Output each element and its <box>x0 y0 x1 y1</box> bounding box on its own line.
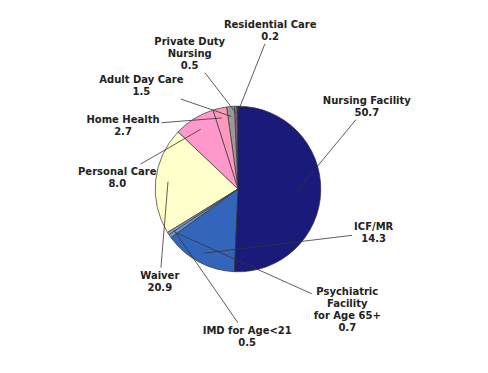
chart: Residential Care0.2Private DutyNursing0.… <box>0 0 488 373</box>
value-label: 2.7 <box>114 126 132 137</box>
leader-line <box>204 235 353 253</box>
leader-line <box>174 230 238 323</box>
slice-label: Waiver20.9 <box>140 270 179 293</box>
value-label: 0.5 <box>181 60 199 71</box>
slice-label: Private DutyNursing0.5 <box>154 36 225 71</box>
category-label: Waiver <box>140 270 179 281</box>
slice-label: IMD for Age<210.5 <box>203 325 292 348</box>
slice <box>234 106 320 272</box>
leader-line <box>161 182 168 268</box>
category-label: IMD for Age<21 <box>203 325 292 336</box>
value-label: 0.2 <box>261 31 279 42</box>
leader-lines <box>141 44 356 323</box>
category-label: Adult Day Care <box>99 74 183 85</box>
leader-line <box>238 44 265 113</box>
leader-line <box>205 73 236 113</box>
category-label: Personal Care <box>78 166 157 177</box>
value-label: 20.9 <box>147 282 172 293</box>
slice-label: Personal Care8.0 <box>78 166 157 189</box>
value-label: 0.7 <box>338 322 356 333</box>
slice-label: ICF/MR14.3 <box>354 221 393 244</box>
value-label: 50.7 <box>354 107 379 118</box>
pie <box>155 106 321 272</box>
slice-label: PsychiatricFacilityfor Age 65+0.7 <box>314 286 381 333</box>
value-label: 14.3 <box>361 233 386 244</box>
category-label: PsychiatricFacilityfor Age 65+ <box>314 286 381 321</box>
slice-label: Nursing Facility50.7 <box>323 95 412 118</box>
slice-label: Residential Care0.2 <box>224 19 317 42</box>
category-label: Private DutyNursing <box>154 36 225 59</box>
category-label: Home Health <box>86 114 159 125</box>
value-label: 1.5 <box>133 86 151 97</box>
leader-line <box>181 99 232 116</box>
labels: Residential Care0.2Private DutyNursing0.… <box>78 19 411 348</box>
value-label: 8.0 <box>108 178 126 189</box>
leader-line <box>298 120 356 191</box>
category-label: ICF/MR <box>354 221 393 232</box>
leader-line <box>175 232 311 293</box>
category-label: Nursing Facility <box>323 95 412 106</box>
leader-line <box>141 129 201 164</box>
slice-label: Home Health2.7 <box>86 114 159 137</box>
slice-label: Adult Day Care1.5 <box>99 74 183 97</box>
category-label: Residential Care <box>224 19 317 30</box>
value-label: 0.5 <box>238 337 256 348</box>
slice <box>171 189 238 272</box>
leader-line <box>162 118 222 123</box>
